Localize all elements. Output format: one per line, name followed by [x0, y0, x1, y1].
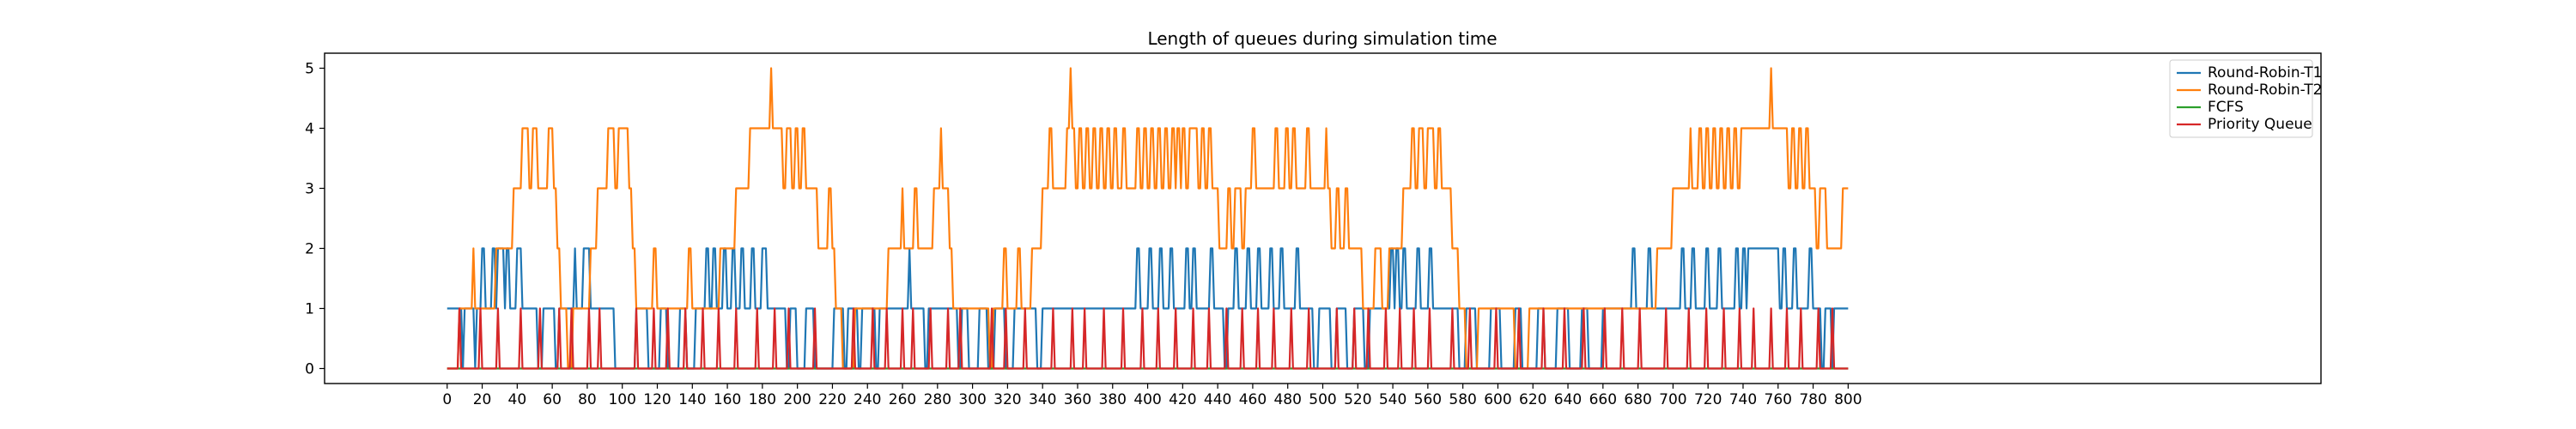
legend: Round-Robin-T1Round-Robin-T2FCFSPriority…	[2169, 59, 2322, 138]
y-tick-label: 1	[305, 301, 314, 318]
y-tick-label: 3	[305, 181, 314, 198]
x-tick-label: 580	[1449, 391, 1476, 408]
x-tick-label: 220	[818, 391, 846, 408]
x-tick-label: 460	[1239, 391, 1267, 408]
x-tick-label: 160	[714, 391, 741, 408]
chart-title: Length of queues during simulation time	[1147, 28, 1497, 49]
x-tick-label: 600	[1484, 391, 1511, 408]
x-tick-label: 740	[1729, 391, 1757, 408]
x-tick-label: 280	[924, 391, 951, 408]
x-tick-label: 440	[1204, 391, 1231, 408]
x-tick-label: 700	[1659, 391, 1686, 408]
plot-area	[447, 67, 1849, 370]
x-tick-label: 120	[643, 391, 671, 408]
x-tick-label: 80	[578, 391, 597, 408]
x-tick-label: 800	[1834, 391, 1862, 408]
x-tick-label: 480	[1273, 391, 1301, 408]
legend-label: Round-Robin-T1	[2208, 64, 2322, 82]
x-tick-label: 0	[442, 391, 452, 408]
x-tick-label: 60	[543, 391, 562, 408]
x-tick-label: 200	[783, 391, 811, 408]
axis-ticks: 0 20 40 60 80 100 120 140 160 180 200 220 240 260 280 3…	[305, 61, 1862, 409]
x-tick-label: 240	[854, 391, 881, 408]
x-tick-label: 40	[508, 391, 527, 408]
x-tick-label: 540	[1379, 391, 1406, 408]
x-tick-label: 720	[1694, 391, 1722, 408]
x-tick-label: 320	[993, 391, 1021, 408]
x-tick-label: 680	[1624, 391, 1651, 408]
y-tick-label: 5	[305, 61, 314, 78]
axes-frame	[324, 52, 2322, 384]
y-tick-label: 4	[305, 121, 314, 138]
legend-label: FCFS	[2208, 99, 2244, 116]
x-tick-label: 360	[1064, 391, 1091, 408]
legend-label: Round-Robin-T2	[2208, 82, 2322, 99]
x-tick-label: 260	[889, 391, 916, 408]
x-tick-label: 500	[1309, 391, 1336, 408]
x-tick-label: 340	[1029, 391, 1056, 408]
x-tick-label: 400	[1133, 391, 1161, 408]
y-tick-label: 2	[305, 241, 314, 258]
legend-box	[2169, 59, 2313, 138]
x-tick-label: 780	[1799, 391, 1826, 408]
x-tick-label: 140	[678, 391, 706, 408]
x-tick-label: 520	[1344, 391, 1371, 408]
x-tick-label: 180	[749, 391, 776, 408]
legend-label: Priority Queue	[2208, 116, 2312, 133]
x-tick-label: 380	[1099, 391, 1127, 408]
x-tick-label: 100	[608, 391, 635, 408]
x-tick-label: 660	[1589, 391, 1617, 408]
x-tick-label: 20	[473, 391, 492, 408]
x-tick-label: 420	[1169, 391, 1196, 408]
series-line-priority-queue	[447, 307, 1849, 370]
x-tick-label: 620	[1519, 391, 1546, 408]
x-tick-label: 760	[1765, 391, 1792, 408]
x-tick-label: 300	[958, 391, 986, 408]
y-tick-label: 0	[305, 361, 314, 378]
x-tick-label: 640	[1554, 391, 1582, 408]
x-tick-label: 560	[1414, 391, 1442, 408]
series-line-round-robin-t2	[447, 67, 1849, 370]
